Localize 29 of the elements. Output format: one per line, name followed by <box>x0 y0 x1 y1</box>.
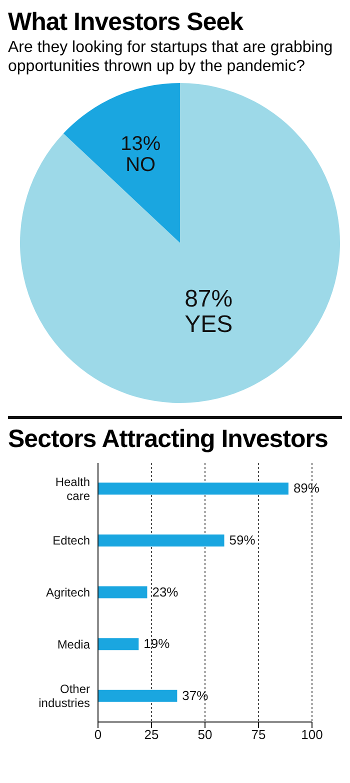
data-label: 13% <box>120 132 161 155</box>
data-label: 37% <box>182 688 209 703</box>
y-tick-label: Edtech <box>52 534 90 548</box>
chart-title: Sectors Attracting Investors <box>8 425 329 453</box>
data-label: 59% <box>229 532 256 548</box>
y-tick-label: Media <box>57 637 90 652</box>
x-tick-label: 100 <box>301 727 323 742</box>
y-tick-label: Other industries <box>38 682 90 710</box>
data-label: 23% <box>152 584 179 600</box>
x-tick-label: 0 <box>94 727 102 742</box>
slice-label: YES <box>184 310 233 338</box>
bar <box>98 638 139 650</box>
data-label: 19% <box>144 636 170 652</box>
x-tick-label: 75 <box>251 727 266 742</box>
pie-slice <box>63 83 180 243</box>
data-label: 87% <box>184 286 233 313</box>
y-tick-label: Agritech <box>46 586 90 600</box>
bar <box>98 482 288 495</box>
x-tick-label: 50 <box>198 727 212 742</box>
bar <box>98 690 178 702</box>
bar <box>98 586 148 598</box>
bar <box>98 534 224 546</box>
y-tick-label: Health care <box>55 474 90 503</box>
chart-title: What Investors Seek <box>8 8 244 36</box>
slice-label: NO <box>126 154 156 176</box>
pie-slice <box>20 83 340 403</box>
data-label: 89% <box>293 480 320 496</box>
x-tick-label: 25 <box>144 727 159 742</box>
chart-subtitle: Are they looking for startups that are grabbing opportunities thrown up by the pandemic? <box>8 38 334 76</box>
